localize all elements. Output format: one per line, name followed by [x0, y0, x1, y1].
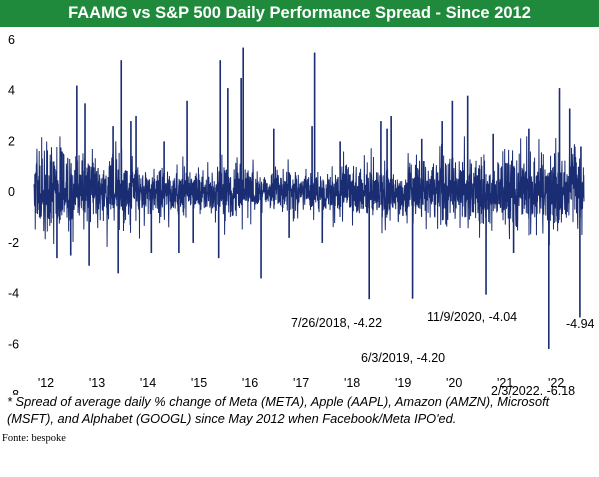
annotation-label: 7/26/2018, -4.22	[291, 316, 382, 330]
x-axis: '12 '13 '14 '15 '16 '17 '18 '19 '20 '21 '22	[38, 376, 565, 390]
x-tick-label: '14	[140, 376, 156, 390]
y-tick-label: -8	[8, 388, 19, 395]
x-tick-label: '12	[38, 376, 54, 390]
x-tick-label: '20	[446, 376, 462, 390]
x-tick-label: '19	[395, 376, 411, 390]
annotation-label: 11/9/2020, -4.04	[427, 310, 517, 324]
footnote: * Spread of average daily % change of Me…	[7, 394, 550, 426]
source-note: Fonte: bespoke	[2, 433, 66, 444]
x-tick-label: '13	[89, 376, 105, 390]
y-tick-label: -6	[8, 337, 19, 351]
y-tick-label: -4	[8, 287, 19, 301]
y-tick-label: 0	[8, 185, 15, 199]
series-line	[33, 47, 585, 349]
chart-area: 6 4 2 0 -2 -4 -6 -8 '12 '13 '14 '15 '16 '17 '18 '19 '20…	[8, 33, 595, 395]
y-tick-label: 4	[8, 84, 15, 98]
series-layer	[33, 47, 585, 349]
chart-title: FAAMG vs S&P 500 Daily Performance Sprea…	[0, 0, 599, 27]
x-tick-label: '16	[242, 376, 258, 390]
y-axis: 6 4 2 0 -2 -4 -6 -8	[8, 33, 19, 395]
y-tick-label: 6	[8, 33, 15, 47]
x-tick-label: '22	[548, 376, 564, 390]
y-tick-label: 2	[8, 134, 15, 148]
annotation-label: 2/3/2022, -6.18	[491, 384, 575, 395]
y-tick-label: -2	[8, 236, 19, 250]
annotation-layer: 7/26/2018, -4.22 6/3/2019, -4.20 11/9/2020…	[291, 310, 595, 395]
x-tick-label: '18	[344, 376, 360, 390]
x-tick-label: '15	[191, 376, 207, 390]
x-tick-label: '21	[497, 376, 513, 390]
annotation-label: -4.94	[566, 317, 595, 331]
annotation-label: 6/3/2019, -4.20	[361, 351, 445, 365]
x-tick-label: '17	[293, 376, 309, 390]
